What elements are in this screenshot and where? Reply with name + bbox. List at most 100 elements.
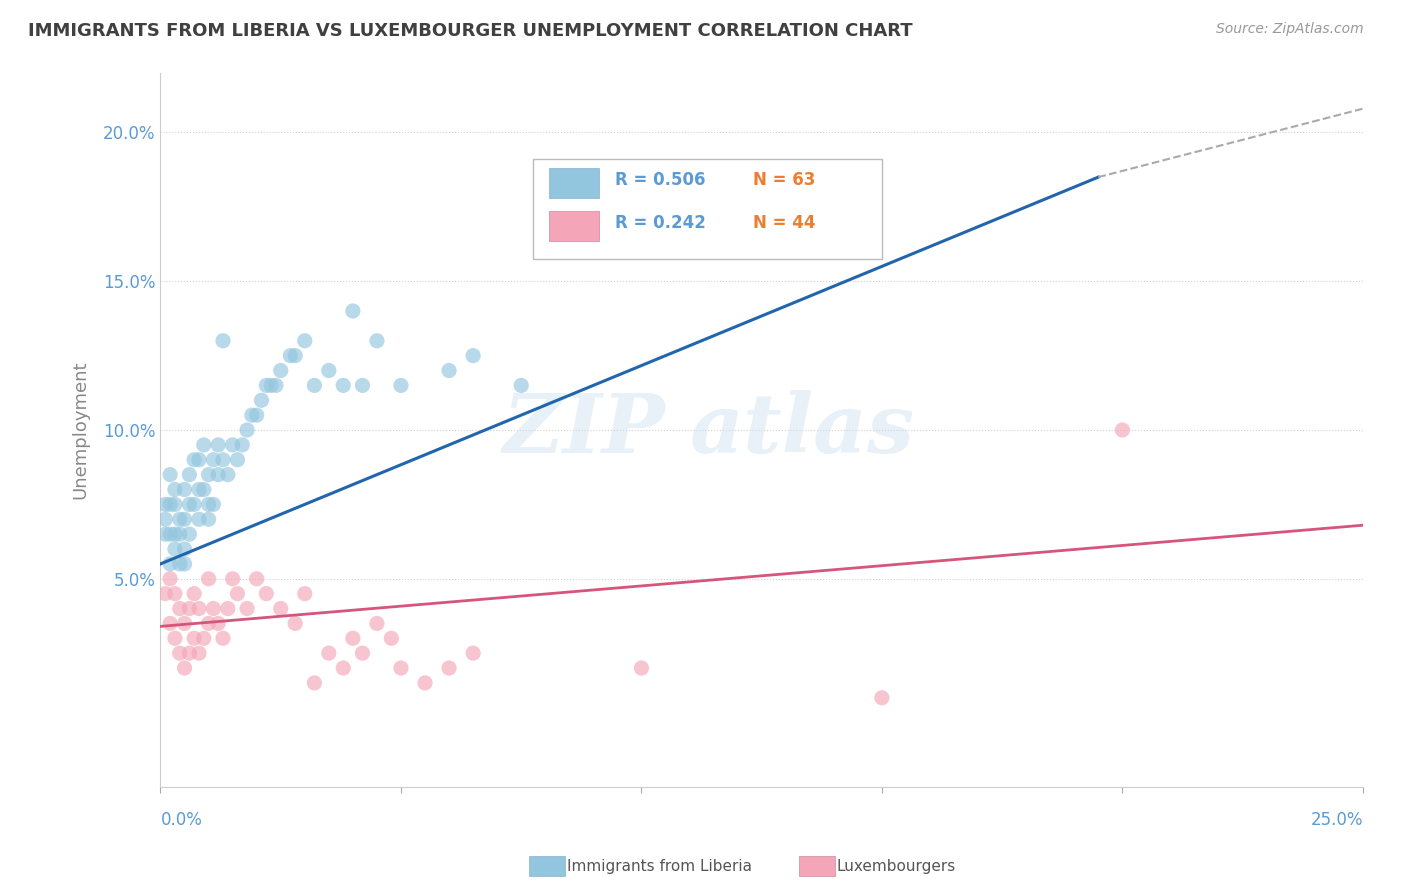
Point	[254, 587, 277, 601]
Point	[197, 512, 219, 526]
Point	[169, 512, 191, 526]
Point	[264, 378, 287, 392]
Point	[226, 452, 249, 467]
Point	[188, 646, 211, 660]
Point	[155, 587, 177, 601]
Point	[163, 527, 186, 541]
Point	[461, 349, 484, 363]
Point	[183, 632, 205, 646]
Point	[197, 497, 219, 511]
Point	[304, 378, 326, 392]
Point	[193, 483, 215, 497]
Point	[197, 467, 219, 482]
Text: Immigrants from Liberia: Immigrants from Liberia	[567, 859, 752, 873]
Point	[270, 363, 292, 377]
Point	[221, 438, 243, 452]
Text: 0.0%: 0.0%	[160, 811, 202, 829]
Point	[179, 601, 201, 615]
Point	[193, 438, 215, 452]
FancyBboxPatch shape	[548, 211, 599, 241]
Point	[188, 601, 211, 615]
Text: Luxembourgers: Luxembourgers	[837, 859, 956, 873]
Point	[188, 512, 211, 526]
Point	[510, 378, 533, 392]
Point	[342, 304, 364, 318]
Point	[318, 646, 340, 660]
Text: N = 63: N = 63	[754, 171, 815, 189]
Text: N = 44: N = 44	[754, 214, 815, 232]
Point	[169, 646, 191, 660]
Point	[163, 632, 186, 646]
Point	[197, 572, 219, 586]
Point	[183, 497, 205, 511]
Point	[159, 497, 181, 511]
Point	[1111, 423, 1133, 437]
Point	[332, 661, 354, 675]
Point	[163, 587, 186, 601]
Point	[183, 587, 205, 601]
Text: ZIP: ZIP	[503, 390, 665, 470]
Point	[870, 690, 893, 705]
Text: R = 0.506: R = 0.506	[614, 171, 706, 189]
Point	[163, 541, 186, 556]
Point	[413, 676, 436, 690]
Point	[163, 497, 186, 511]
Point	[304, 676, 326, 690]
Text: R = 0.242: R = 0.242	[614, 214, 706, 232]
Text: 25.0%: 25.0%	[1310, 811, 1362, 829]
Point	[280, 349, 302, 363]
Point	[212, 452, 235, 467]
Point	[207, 438, 229, 452]
Point	[159, 467, 181, 482]
Point	[207, 616, 229, 631]
Point	[217, 601, 239, 615]
Point	[173, 512, 195, 526]
Point	[221, 572, 243, 586]
FancyBboxPatch shape	[533, 159, 882, 259]
Point	[179, 497, 201, 511]
Point	[226, 587, 249, 601]
Point	[173, 483, 195, 497]
Point	[159, 572, 181, 586]
Point	[159, 557, 181, 571]
Point	[352, 378, 374, 392]
Point	[202, 497, 225, 511]
Point	[155, 512, 177, 526]
FancyBboxPatch shape	[548, 168, 599, 198]
Point	[173, 541, 195, 556]
Point	[188, 483, 211, 497]
Point	[342, 632, 364, 646]
Point	[179, 467, 201, 482]
Point	[236, 423, 259, 437]
Point	[437, 363, 460, 377]
Point	[389, 661, 412, 675]
Point	[155, 527, 177, 541]
Point	[294, 334, 316, 348]
Point	[284, 349, 307, 363]
Point	[173, 661, 195, 675]
Point	[188, 452, 211, 467]
Text: Source: ZipAtlas.com: Source: ZipAtlas.com	[1216, 22, 1364, 37]
Point	[173, 557, 195, 571]
Point	[202, 452, 225, 467]
Point	[250, 393, 273, 408]
Point	[240, 408, 263, 422]
Point	[159, 616, 181, 631]
Point	[155, 497, 177, 511]
Point	[246, 572, 269, 586]
Y-axis label: Unemployment: Unemployment	[72, 360, 89, 500]
Point	[163, 483, 186, 497]
Point	[212, 632, 235, 646]
Point	[159, 527, 181, 541]
Point	[389, 378, 412, 392]
Point	[173, 616, 195, 631]
Point	[197, 616, 219, 631]
Point	[332, 378, 354, 392]
Point	[254, 378, 277, 392]
Point	[202, 601, 225, 615]
Point	[217, 467, 239, 482]
Point	[169, 601, 191, 615]
Point	[207, 467, 229, 482]
Point	[169, 527, 191, 541]
Point	[183, 452, 205, 467]
